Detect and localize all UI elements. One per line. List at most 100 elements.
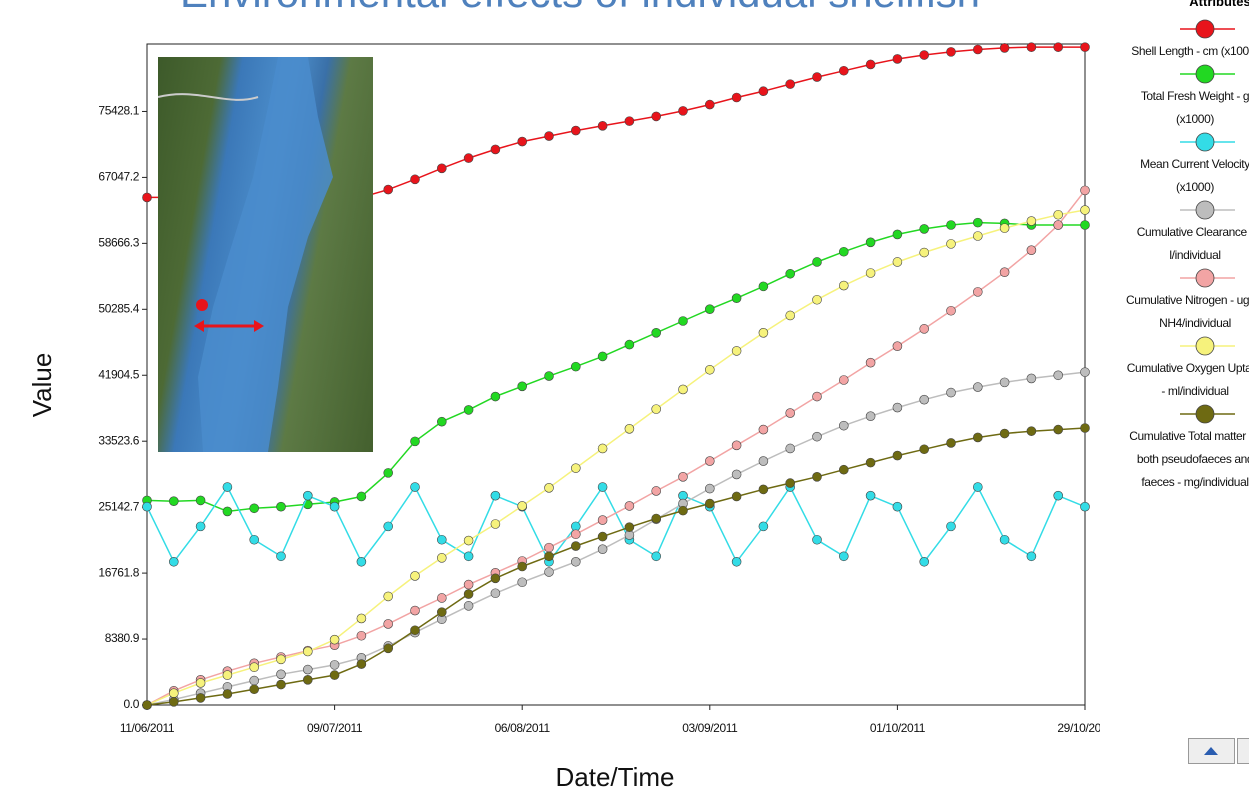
- data-point: [972, 482, 983, 492]
- data-point: [624, 339, 635, 350]
- data-point: [1026, 551, 1037, 562]
- data-point: [302, 675, 313, 685]
- data-point: [865, 411, 876, 422]
- data-point: [249, 534, 259, 545]
- data-point: [624, 116, 635, 126]
- data-point: [249, 662, 259, 673]
- up-arrow: [1204, 747, 1218, 755]
- legend-clip: Attributes Shell Length - cm (x1000) Tota…: [1100, 0, 1249, 600]
- data-point: [999, 428, 1010, 439]
- x-tick-label: 06/08/2011: [495, 721, 551, 735]
- data-point: [651, 327, 662, 338]
- data-point: [570, 463, 581, 473]
- data-point: [999, 534, 1010, 545]
- data-point: [731, 346, 742, 356]
- data-point: [356, 659, 367, 669]
- data-point: [892, 341, 903, 351]
- x-tick-label: 11/06/2011: [120, 721, 175, 735]
- data-point: [302, 646, 313, 657]
- data-point: [1080, 501, 1090, 512]
- data-point: [1053, 42, 1063, 52]
- data-point: [651, 551, 662, 562]
- data-point: [463, 589, 474, 599]
- data-point: [919, 224, 930, 234]
- data-point: [972, 217, 983, 228]
- scroll-up-button[interactable]: [1188, 738, 1235, 764]
- data-point: [436, 163, 447, 174]
- map-drawing: [158, 57, 333, 452]
- site-marker: [196, 299, 208, 311]
- data-point: [410, 571, 420, 581]
- data-point: [651, 404, 662, 414]
- data-point: [490, 490, 501, 501]
- legend-swatch: [1180, 404, 1235, 424]
- data-point: [490, 519, 501, 529]
- legend-swatch: [1180, 19, 1235, 39]
- data-point: [919, 50, 930, 60]
- data-point: [865, 490, 876, 501]
- data-point: [142, 501, 152, 512]
- data-point: [222, 506, 233, 517]
- data-point: [812, 391, 822, 402]
- chart-title: Environmental effects of individual shel…: [180, 0, 980, 16]
- x-tick-label: 09/07/2011: [307, 721, 363, 735]
- data-point: [999, 377, 1010, 388]
- data-point: [436, 593, 447, 603]
- data-point: [222, 670, 233, 680]
- data-point: [758, 281, 769, 292]
- data-point: [651, 486, 662, 496]
- data-point: [731, 440, 742, 451]
- data-point: [517, 381, 528, 392]
- data-point: [865, 457, 876, 468]
- data-point: [704, 483, 715, 494]
- data-point: [919, 247, 930, 258]
- data-point: [597, 482, 608, 492]
- data-point: [544, 542, 554, 553]
- data-point: [410, 482, 420, 492]
- data-point: [919, 394, 930, 405]
- legend-swatch: [1180, 132, 1235, 152]
- data-point: [544, 551, 554, 562]
- scroll-icon: [1204, 747, 1218, 755]
- data-point: [597, 121, 608, 131]
- y-tick-label: 50285.4: [98, 301, 139, 315]
- data-point: [812, 534, 822, 545]
- y-tick-label: 33523.6: [98, 433, 139, 447]
- data-point: [410, 625, 420, 636]
- series-line: [146, 427, 1086, 706]
- data-point: [329, 660, 340, 670]
- y-tick-label: 41904.5: [98, 367, 139, 381]
- data-point: [678, 384, 688, 395]
- data-point: [302, 490, 313, 501]
- data-point: [838, 551, 849, 562]
- data-point: [946, 239, 956, 249]
- data-point: [838, 246, 849, 257]
- data-point: [329, 670, 340, 680]
- scroll-button[interactable]: [1237, 738, 1249, 764]
- data-point: [436, 607, 447, 617]
- data-point: [972, 287, 983, 297]
- data-point: [436, 553, 447, 563]
- data-point: [222, 482, 233, 492]
- data-point: [195, 693, 206, 703]
- data-point: [946, 521, 956, 532]
- legend-marker: [1195, 268, 1215, 288]
- data-point: [276, 551, 286, 562]
- data-point: [517, 561, 528, 572]
- data-point: [169, 496, 179, 506]
- legend-label: Cumulative Oxygen Uptake - ml/individual: [1126, 361, 1249, 398]
- data-point: [892, 402, 903, 413]
- data-point: [946, 47, 956, 57]
- legend-item: Total Fresh Weight - g (x1000): [1100, 63, 1249, 131]
- data-point: [463, 579, 474, 590]
- data-point: [731, 293, 742, 303]
- data-point: [785, 268, 796, 279]
- data-point: [490, 144, 501, 155]
- data-point: [972, 231, 983, 241]
- data-point: [249, 684, 259, 695]
- data-point: [169, 688, 179, 698]
- data-point: [544, 483, 554, 493]
- data-point: [410, 605, 420, 616]
- data-point: [838, 65, 849, 76]
